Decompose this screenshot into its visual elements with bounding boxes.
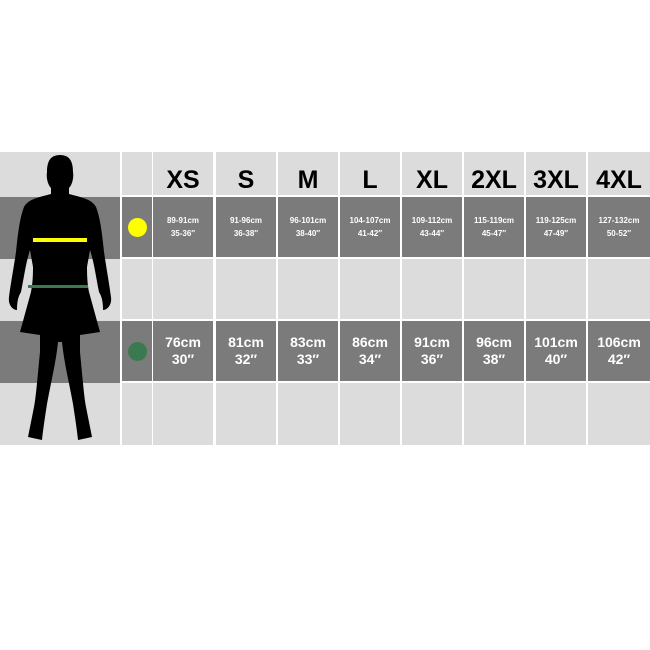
chest-cm: 104-107cm (349, 216, 391, 225)
waist-cm: 101cm (534, 334, 578, 350)
chest-cm: 91-96cm (229, 216, 263, 225)
waist-inches: 30″ (171, 351, 195, 367)
empty-cell (153, 383, 213, 445)
chest-inches: 36-38″ (233, 229, 259, 238)
waist-cm: 91cm (414, 334, 450, 350)
waist-inches: 34″ (358, 351, 382, 367)
chest-inches: 45-47″ (481, 229, 507, 238)
waist-cell: 106cm 42″ (588, 321, 650, 381)
size-header: M (278, 152, 338, 195)
chest-cell: 89-91cm 35-36″ (153, 197, 213, 257)
body-silhouette (0, 152, 120, 445)
indicator-cell (122, 197, 152, 257)
chest-cell: 127-132cm 50-52″ (588, 197, 650, 257)
waist-cell: 86cm 34″ (340, 321, 400, 381)
chest-dot-icon (127, 217, 147, 237)
empty-cell (464, 383, 524, 445)
chest-cell: 115-119cm 45-47″ (464, 197, 524, 257)
chest-cell: 91-96cm 36-38″ (216, 197, 276, 257)
chest-inches: 35-36″ (170, 229, 196, 238)
chest-cm: 109-112cm (411, 216, 453, 225)
size-label: 2XL (471, 166, 517, 194)
empty-cell (278, 383, 338, 445)
empty-cell (402, 383, 462, 445)
waist-cell: 96cm 38″ (464, 321, 524, 381)
waist-cell: 101cm 40″ (526, 321, 586, 381)
chest-line (33, 238, 87, 242)
size-label: 4XL (596, 166, 642, 194)
waist-cell: 81cm 32″ (216, 321, 276, 381)
waist-inches: 40″ (544, 351, 568, 367)
waist-cm: 96cm (476, 334, 512, 350)
indicator-cell (122, 383, 152, 445)
size-label: 3XL (533, 166, 579, 194)
chest-inches: 38-40″ (295, 229, 321, 238)
indicator-cell (122, 152, 152, 195)
waist-inches: 38″ (482, 351, 506, 367)
empty-cell (464, 259, 524, 319)
waist-cm: 86cm (352, 334, 388, 350)
size-label: M (297, 166, 319, 194)
empty-cell (216, 383, 276, 445)
size-label: L (362, 166, 378, 194)
size-header: S (216, 152, 276, 195)
waist-dot-icon (127, 341, 147, 361)
chest-cm: 115-119cm (473, 216, 515, 225)
chest-inches: 41-42″ (357, 229, 383, 238)
waist-cm: 81cm (228, 334, 264, 350)
waist-cm: 76cm (165, 334, 201, 350)
empty-cell (216, 259, 276, 319)
empty-cell (340, 259, 400, 319)
size-header: 2XL (464, 152, 524, 195)
chest-cm: 119-125cm (535, 216, 577, 225)
waist-cell: 76cm 30″ (153, 321, 213, 381)
chest-inches: 47-49″ (543, 229, 569, 238)
empty-cell (526, 259, 586, 319)
waist-inches: 42″ (607, 351, 631, 367)
indicator-cell (122, 321, 152, 381)
chest-cm: 96-101cm (289, 216, 327, 225)
chest-cell: 96-101cm 38-40″ (278, 197, 338, 257)
size-header: L (340, 152, 400, 195)
waist-inches: 33″ (296, 351, 320, 367)
size-label: S (237, 166, 255, 194)
size-label: XS (166, 166, 200, 194)
indicator-cell (122, 259, 152, 319)
size-label: XL (416, 166, 448, 194)
waist-cell: 91cm 36″ (402, 321, 462, 381)
chest-cell: 104-107cm 41-42″ (340, 197, 400, 257)
chest-inches: 43-44″ (419, 229, 445, 238)
size-header: XL (402, 152, 462, 195)
empty-cell (340, 383, 400, 445)
waist-cm: 106cm (597, 334, 641, 350)
chest-cell: 109-112cm 43-44″ (402, 197, 462, 257)
size-header: 3XL (526, 152, 586, 195)
empty-cell (153, 259, 213, 319)
empty-cell (402, 259, 462, 319)
waist-inches: 36″ (420, 351, 444, 367)
waist-inches: 32″ (234, 351, 258, 367)
size-header: 4XL (588, 152, 650, 195)
size-header: XS (153, 152, 213, 195)
waist-line (28, 285, 88, 288)
chest-cell: 119-125cm 47-49″ (526, 197, 586, 257)
empty-cell (588, 259, 650, 319)
chest-cm: 89-91cm (166, 216, 200, 225)
chest-inches: 50-52″ (606, 229, 632, 238)
waist-cell: 83cm 33″ (278, 321, 338, 381)
empty-cell (588, 383, 650, 445)
empty-cell (278, 259, 338, 319)
waist-cm: 83cm (290, 334, 326, 350)
chest-cm: 127-132cm (598, 216, 640, 225)
empty-cell (526, 383, 586, 445)
